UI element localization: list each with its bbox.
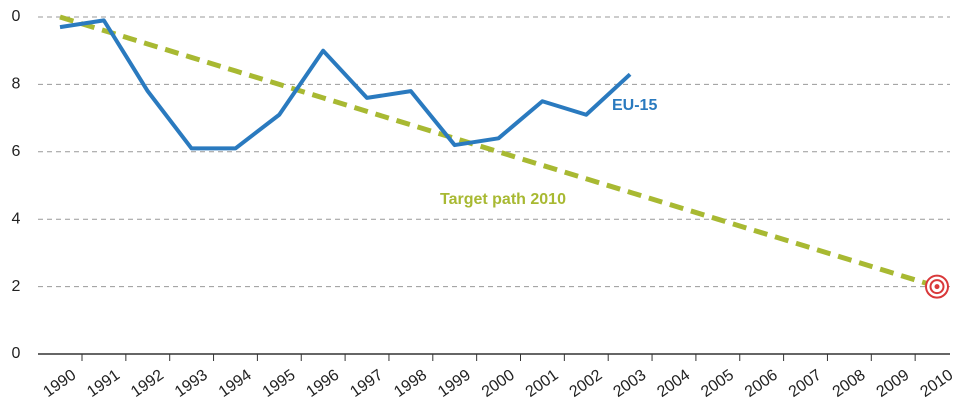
x-tick-label: 1998 bbox=[391, 367, 430, 401]
y-tick-label: 2 bbox=[12, 278, 21, 295]
y-tick-label: 8 bbox=[12, 76, 21, 93]
x-tick-label: 2009 bbox=[874, 367, 913, 401]
x-tick-label: 1997 bbox=[347, 367, 386, 401]
series-label: Target path 2010 bbox=[440, 191, 566, 208]
x-tick-label: 1996 bbox=[303, 367, 342, 401]
series-line bbox=[59, 18, 632, 151]
x-tick-label: 2010 bbox=[917, 367, 954, 401]
x-tick-label: 1993 bbox=[172, 367, 211, 401]
x-tick-label: 1995 bbox=[260, 367, 299, 401]
x-tick-label: 2000 bbox=[479, 367, 518, 401]
x-tick-label: 2005 bbox=[698, 367, 737, 401]
x-tick-label: 2007 bbox=[786, 367, 825, 401]
x-tick-label: 1999 bbox=[435, 367, 474, 401]
x-tick-label: 1994 bbox=[216, 367, 255, 401]
y-tick-label: 4 bbox=[12, 210, 21, 227]
x-tick-label: 2001 bbox=[523, 367, 562, 401]
y-tick-label: 0 bbox=[12, 8, 21, 25]
y-tick-label: 6 bbox=[12, 143, 21, 160]
target-marker-dot bbox=[934, 284, 940, 290]
series-label: EU-15 bbox=[612, 97, 657, 114]
x-tick-label: 1990 bbox=[40, 367, 79, 401]
x-tick-label: 1992 bbox=[128, 367, 167, 401]
x-tick-label: 2002 bbox=[567, 367, 606, 401]
x-tick-label: 2003 bbox=[610, 367, 649, 401]
x-tick-label: 2006 bbox=[742, 367, 781, 401]
y-tick-label: 0 bbox=[12, 345, 21, 362]
target-marker-ring bbox=[929, 279, 945, 295]
x-tick-label: 2004 bbox=[654, 367, 693, 401]
x-tick-label: 2008 bbox=[830, 367, 869, 401]
x-tick-label: 1991 bbox=[84, 367, 123, 401]
